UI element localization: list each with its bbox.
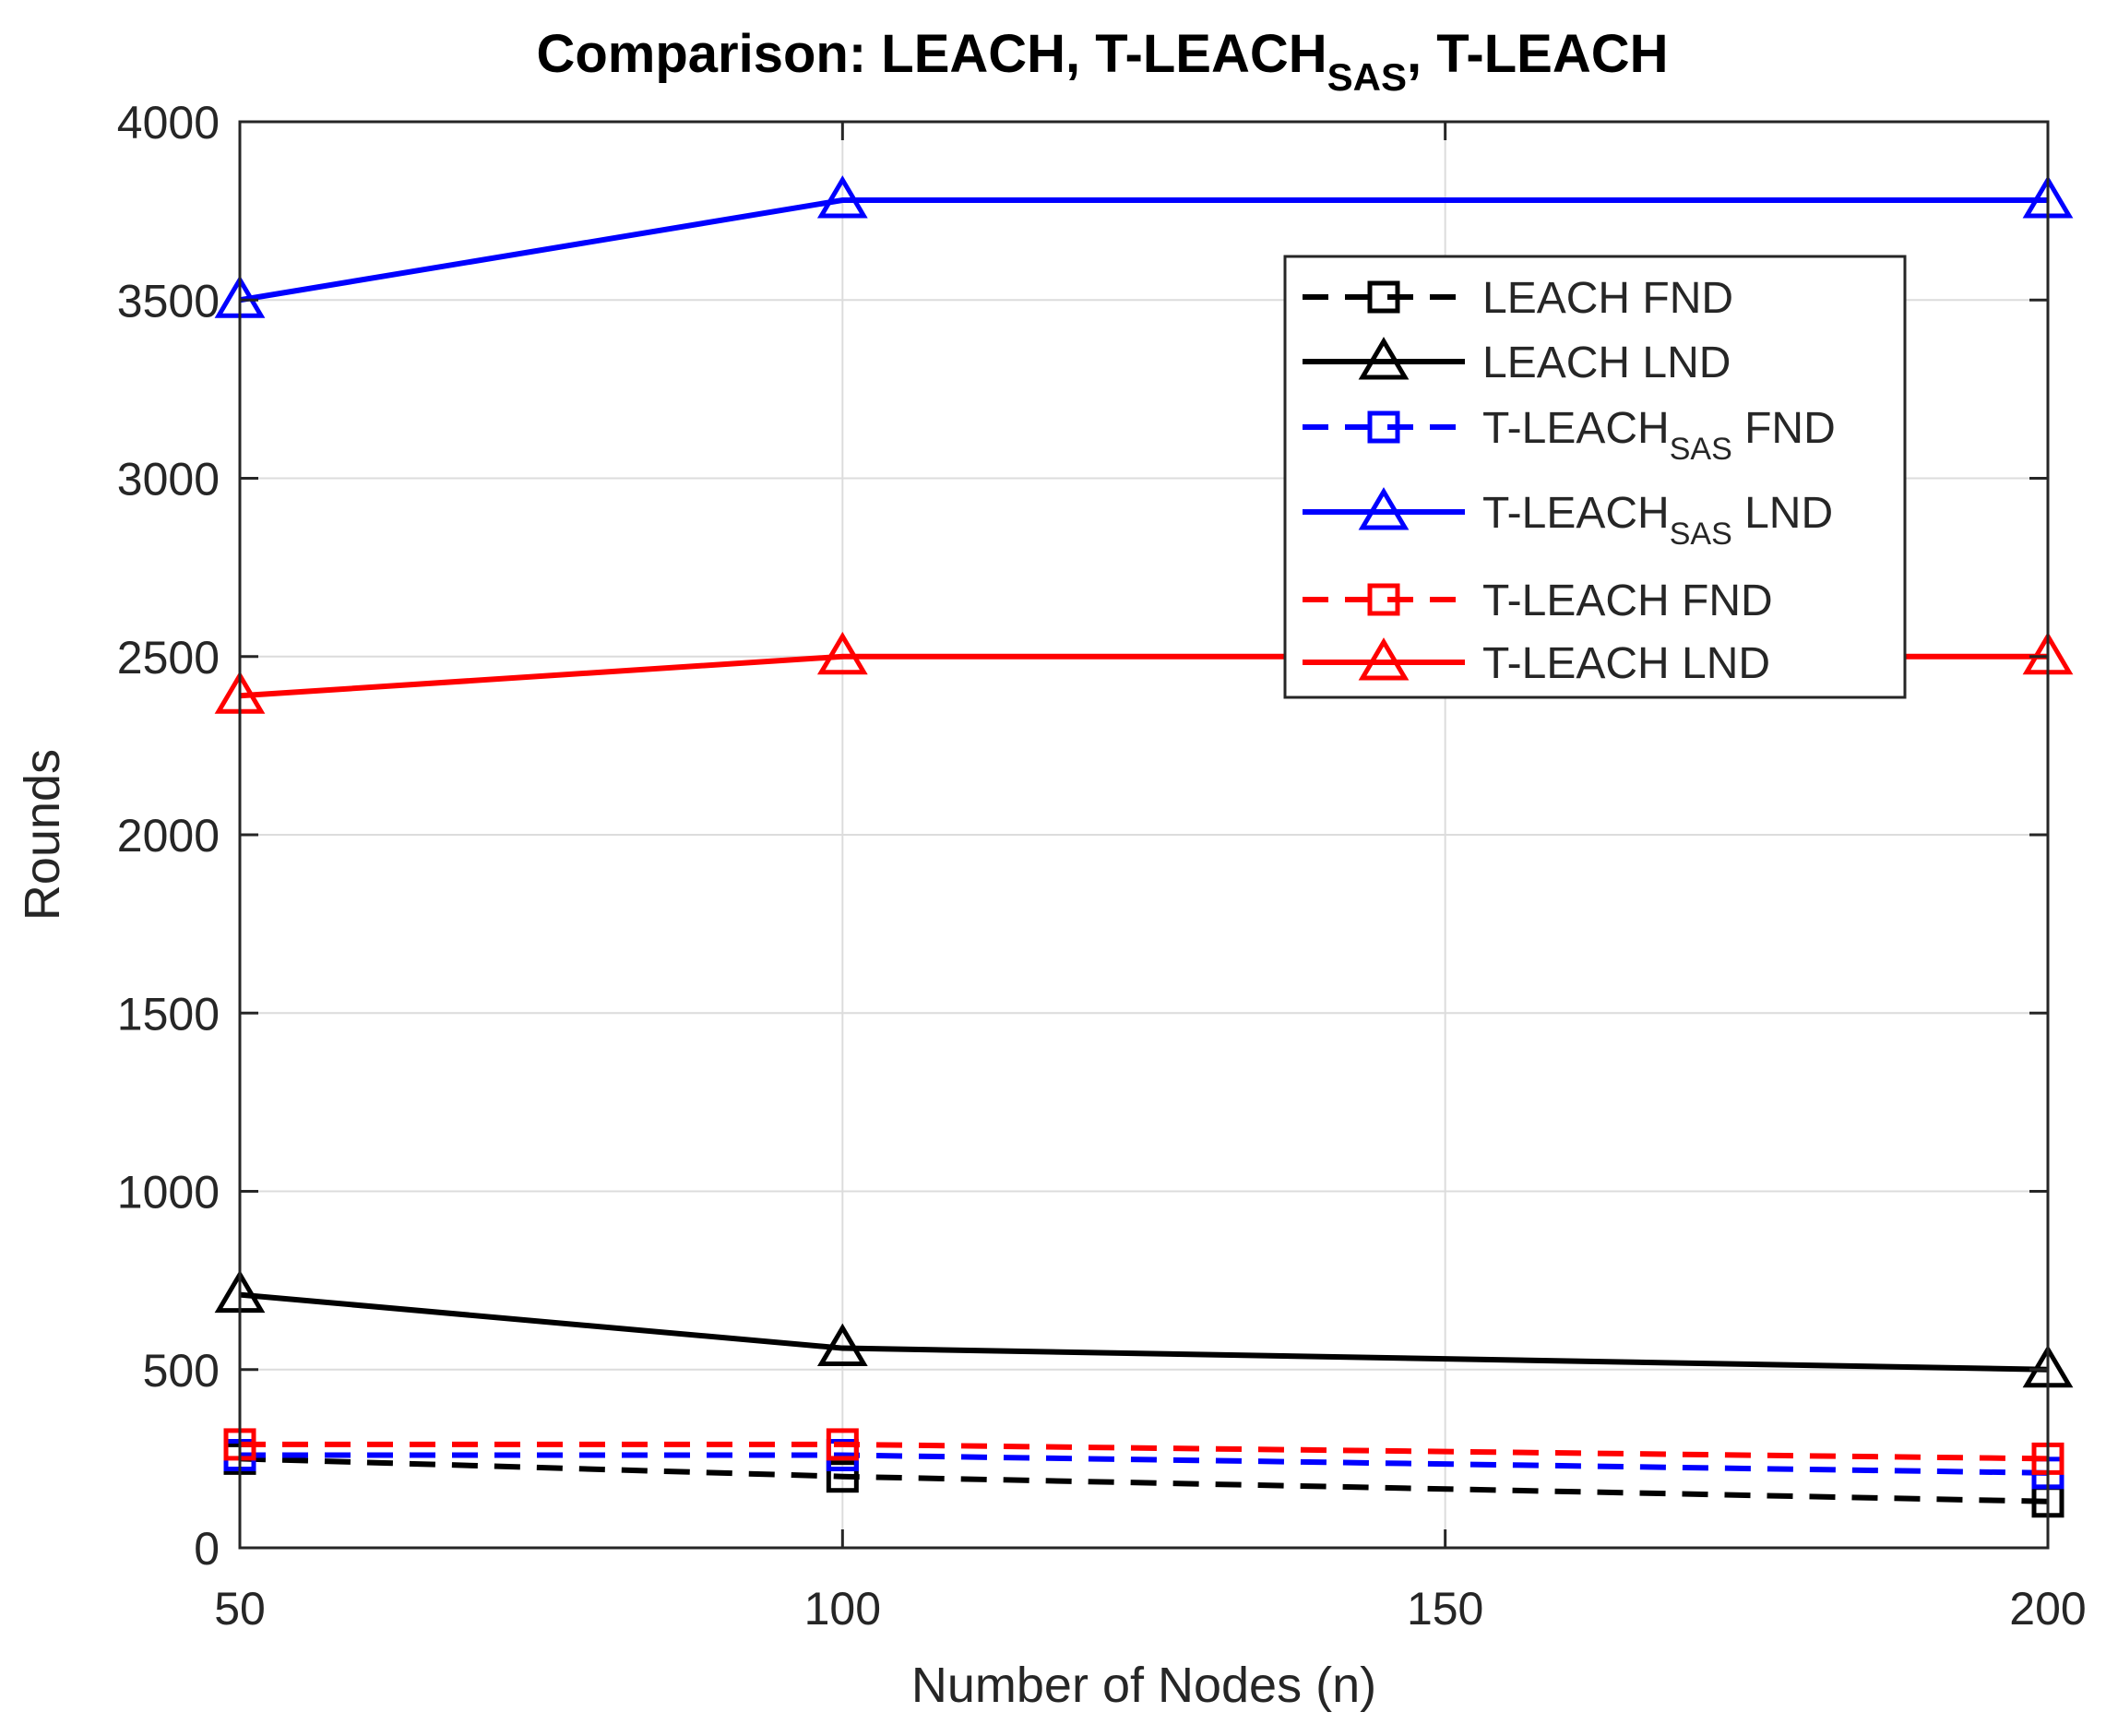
legend-label: T-LEACH FND [1482,577,1773,625]
data-point [816,631,868,675]
legend-label-main: LEACH LND [1482,339,1731,387]
x-tick-label: 50 [214,1583,266,1635]
y-tick-label: 2000 [117,810,220,862]
legend-marker [1358,637,1410,681]
legend-marker [1367,410,1400,444]
legend-label: T-LEACH LND [1482,639,1770,688]
legend-label: LEACH LND [1482,339,1731,387]
legend-entry: LEACH FND [1303,274,1733,323]
y-tick-label: 2500 [117,632,220,684]
legend-marker [1367,583,1400,616]
legend-label-tail: FND [1732,404,1836,453]
y-axis-label: Rounds [15,749,70,921]
legend-marker [1367,280,1400,314]
chart-title-suffix: , T-LEACH [1407,24,1669,84]
y-tick-label: 1500 [117,988,220,1040]
legend-marker [1358,337,1410,380]
data-point [816,1323,868,1367]
series-line [239,1291,2049,1373]
series-line [240,1441,2049,1462]
series-line [239,1456,2049,1504]
legend-entry: T-LEACH LND [1303,637,1770,688]
legend-label-main: LEACH FND [1482,274,1733,323]
legend-label-main: T-LEACH [1482,404,1670,453]
legend-entry: T-LEACH FND [1303,577,1773,625]
data-point [826,1460,859,1493]
y-tick-label: 0 [194,1523,220,1575]
x-axis-label: Number of Nodes (n) [911,1658,1376,1713]
legend-entry: LEACH LND [1303,337,1731,387]
legend-label-subscript: SAS [1670,432,1732,467]
x-tick-label: 200 [2009,1583,2086,1635]
y-tick-label: 3500 [117,275,220,327]
y-tick-label: 1000 [117,1167,220,1219]
legend-box [1283,255,1907,699]
y-tick-label: 3000 [117,454,220,505]
legend-label-tail: LND [1732,489,1833,538]
x-tick-label: 150 [1407,1583,1483,1635]
legend-label: LEACH FND [1482,274,1733,323]
x-tick-label: 100 [804,1583,881,1635]
legend-label-main: T-LEACH LND [1482,639,1770,688]
series-line [239,197,2048,303]
legend-label-main: T-LEACH FND [1482,577,1773,625]
legend-entry: T-LEACHSAS LND [1303,487,1833,552]
legend-label: T-LEACHSAS FND [1482,404,1836,467]
legend-marker [1358,487,1410,530]
legend-label-main: T-LEACH [1482,489,1670,538]
legend-entry: T-LEACHSAS FND [1303,404,1836,467]
legend-label-subscript: SAS [1670,517,1732,552]
axis-ticks: 50 100 150 20005001000150020002500300035004… [117,97,2087,1635]
data-point [826,1428,859,1461]
chart-title: Comparison: LEACH, T-LEACHSAS, T-LEACH [536,24,1668,99]
chart-title-prefix: Comparison: LEACH, T-LEACH [536,24,1327,84]
data-point [816,175,868,219]
y-tick-label: 500 [143,1345,220,1397]
series-line [240,1452,2049,1476]
legend-label: T-LEACHSAS LND [1482,489,1833,552]
y-tick-label: 4000 [117,97,220,149]
chart-title-subscript: SAS [1327,55,1407,99]
